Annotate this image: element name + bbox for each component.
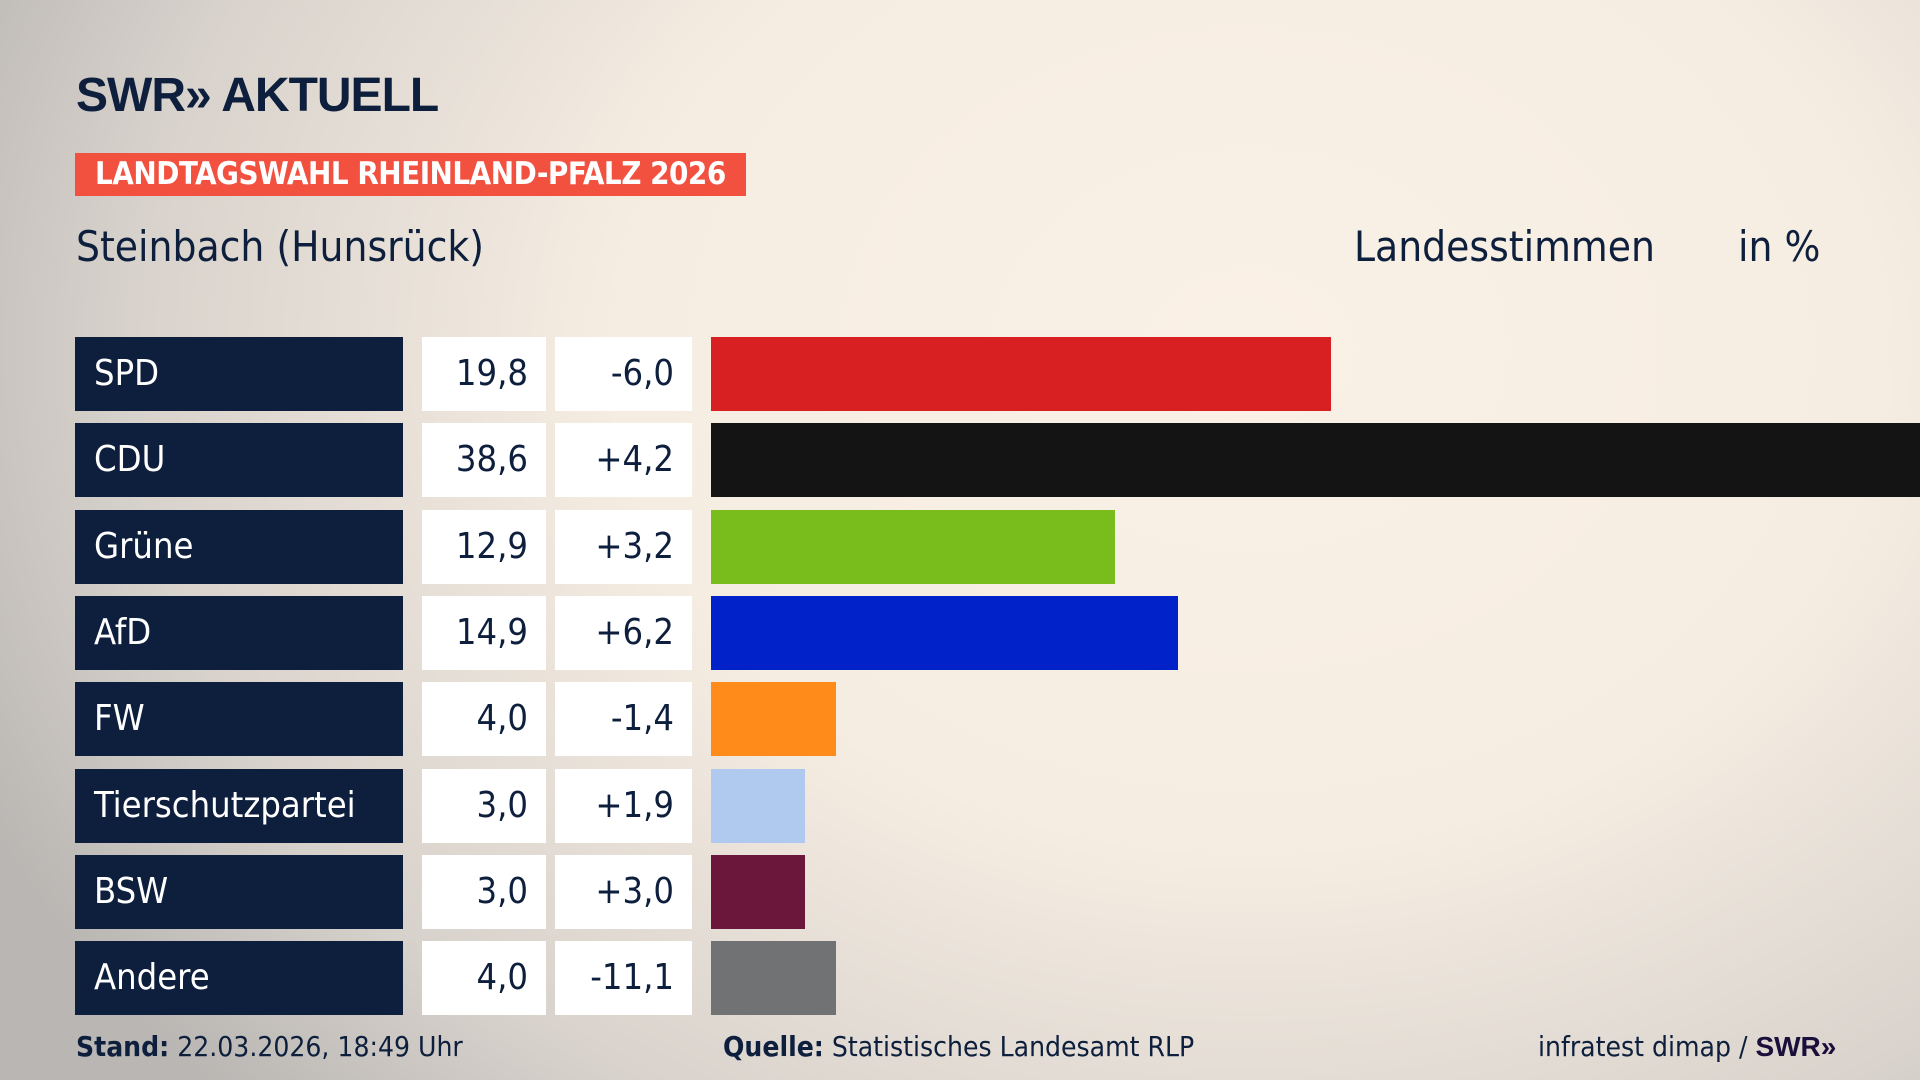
bar [711,768,805,843]
stand-value: 22.03.2026, 18:49 Uhr [177,1030,463,1063]
bar [711,509,1116,584]
party-label: BSW [75,854,403,929]
unit-label: in % [1738,222,1821,271]
bar [711,337,1332,411]
election-banner: LANDTAGSWAHL RHEINLAND-PFALZ 2026 [75,153,746,196]
metric-label: Landesstimmen [1354,222,1655,271]
credit-info: infratest dimap / SWR» [1538,1030,1836,1063]
party-label: SPD [75,337,403,411]
diff-label: +3,0 [555,854,692,929]
stand-info: Stand: 22.03.2026, 18:49 Uhr [76,1030,463,1063]
value-label: 3,0 [422,854,546,929]
credit-text: infratest dimap / [1538,1030,1748,1063]
value-label: 19,8 [422,337,546,411]
party-label: Grüne [75,509,403,584]
source-value: Statistisches Landesamt RLP [831,1030,1195,1063]
diff-label: -11,1 [555,941,692,1016]
bar [711,595,1178,670]
region-title: Steinbach (Hunsrück) [76,222,485,271]
swr-logo: SWR» [1755,1031,1837,1062]
diff-label: +1,9 [555,768,692,843]
value-label: 4,0 [422,941,546,1016]
diff-label: +4,2 [555,423,692,498]
value-label: 12,9 [422,509,546,584]
diff-label: -6,0 [555,337,692,411]
value-label: 3,0 [422,768,546,843]
party-label: AfD [75,595,403,670]
diff-label: +3,2 [555,509,692,584]
diff-label: +6,2 [555,595,692,670]
bar [711,854,805,929]
swr-aktuell-logo: SWR» AKTUELL [76,69,439,122]
bar [711,682,837,757]
source-label: Quelle: [723,1030,824,1063]
party-label: FW [75,682,403,757]
value-label: 14,9 [422,595,546,670]
party-label: Andere [75,941,403,1016]
value-label: 38,6 [422,423,546,498]
source-info: Quelle: Statistisches Landesamt RLP [723,1030,1194,1063]
bar [711,941,837,1016]
value-label: 4,0 [422,682,546,757]
party-label: Tierschutzpartei [75,768,403,843]
diff-label: -1,4 [555,682,692,757]
party-label: CDU [75,423,403,498]
bar [711,423,1920,498]
stand-label: Stand: [76,1030,170,1063]
